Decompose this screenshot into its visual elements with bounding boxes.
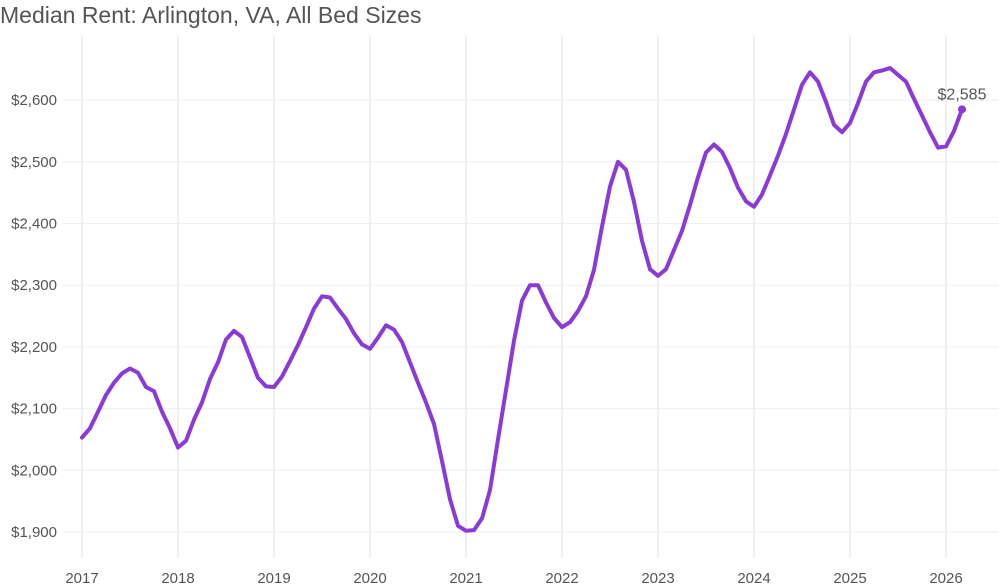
x-tick-label: 2024: [737, 570, 770, 587]
y-tick-label: $2,300: [11, 277, 57, 294]
y-tick-label: $2,500: [11, 154, 57, 171]
rent-series-line: [80, 66, 964, 533]
x-tick-label: 2021: [449, 570, 482, 587]
last-point-marker: [958, 105, 966, 114]
x-tick-label: 2020: [353, 570, 386, 587]
last-value-label: $2,585: [938, 86, 987, 103]
y-tick-label: $2,100: [11, 401, 57, 418]
x-tick-label: 2025: [833, 570, 866, 587]
y-tick-label: $2,600: [11, 92, 57, 109]
chart-title: Median Rent: Arlington, VA, All Bed Size…: [0, 2, 422, 28]
y-tick-label: $1,900: [11, 524, 57, 541]
y-tick-label: $2,000: [11, 462, 57, 479]
x-tick-label: 2019: [257, 570, 290, 587]
y-tick-label: $2,200: [11, 339, 57, 356]
x-tick-label: 2018: [161, 570, 194, 587]
x-tick-label: 2022: [545, 570, 578, 587]
y-tick-label: $2,400: [11, 216, 57, 233]
x-tick-label: 2026: [929, 570, 962, 587]
x-tick-label: 2023: [641, 570, 674, 587]
x-tick-label: 2017: [65, 570, 98, 587]
